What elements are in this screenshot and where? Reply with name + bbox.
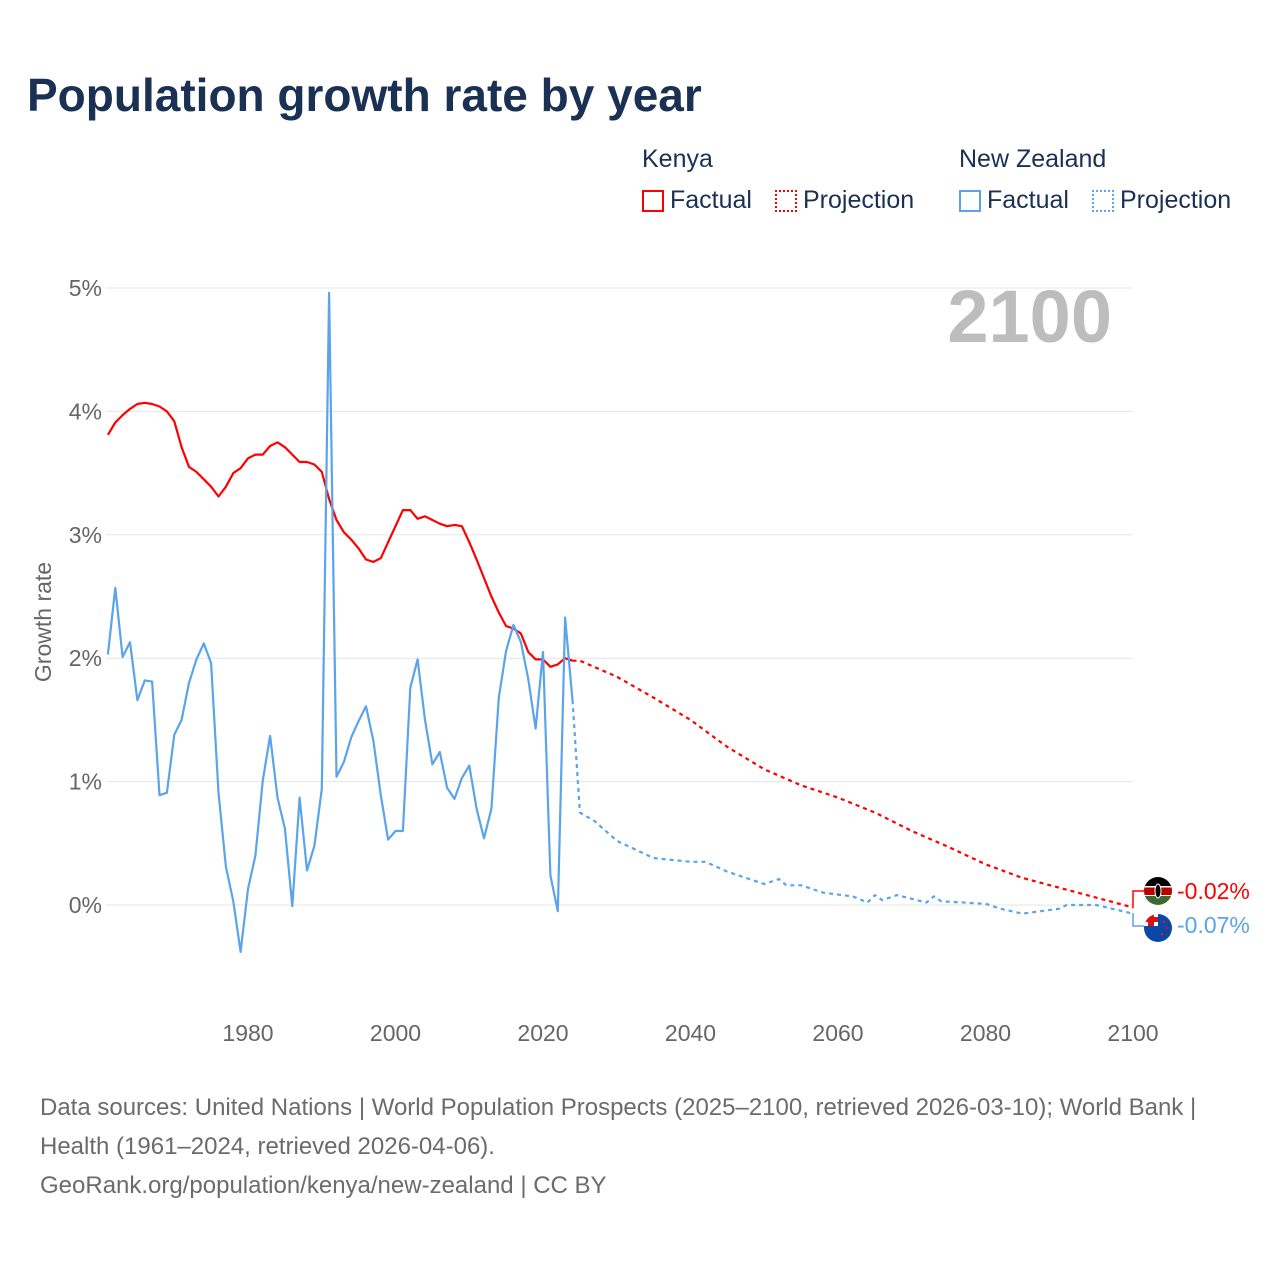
legend-nz-factual[interactable]: Factual xyxy=(959,186,1069,215)
end-markers: -0.02% -0.07% xyxy=(1132,877,1250,942)
data-sources: Data sources: United Nations | World Pop… xyxy=(40,1094,1197,1160)
legend-label: Projection xyxy=(803,186,915,214)
y-tick-label: 0% xyxy=(69,892,102,918)
legend-kenya-factual[interactable]: Factual xyxy=(642,186,752,215)
dotted-swatch-icon xyxy=(1092,189,1114,212)
legend-label: Factual xyxy=(987,186,1069,214)
legend-label: Factual xyxy=(670,186,752,214)
y-tick-label: 1% xyxy=(69,769,102,795)
kenya-flag-icon xyxy=(1144,877,1172,905)
nz-connector xyxy=(1132,913,1144,927)
x-tick-label: 1980 xyxy=(222,1020,273,1046)
x-tick-label: 2080 xyxy=(960,1020,1011,1046)
solid-swatch-icon xyxy=(642,189,664,212)
series-line-new-zealand-projection xyxy=(571,700,1134,915)
attribution-link[interactable]: GeoRank.org/population/kenya/new-zealand… xyxy=(40,1172,607,1199)
y-axis-label: Growth rate xyxy=(30,562,56,682)
dotted-swatch-icon xyxy=(775,189,797,212)
y-tick-label: 4% xyxy=(69,398,102,424)
series-line-new-zealand-factual xyxy=(106,291,574,954)
new-zealand-flag-icon xyxy=(1144,914,1172,942)
x-tick-label: 2000 xyxy=(370,1020,421,1046)
kenya-connector xyxy=(1132,890,1144,908)
y-tick-label: 5% xyxy=(69,275,102,301)
series-line-kenya-projection xyxy=(572,659,1134,909)
solid-swatch-icon xyxy=(959,189,981,212)
chart: 0% 1% 2% 3% 4% 5% 1980 2000 2020 2040 2060 2080 210… xyxy=(30,275,1250,1046)
footer: Data sources: United Nations | World Pop… xyxy=(40,1088,1240,1205)
series-line-kenya-factual xyxy=(106,401,573,668)
y-tick-label: 3% xyxy=(69,522,102,548)
legend-group-new-zealand: New Zealand xyxy=(959,145,1107,173)
x-tick-label: 2100 xyxy=(1107,1020,1158,1046)
y-tick-label: 2% xyxy=(69,645,102,671)
x-tick-label: 2020 xyxy=(517,1020,568,1046)
year-badge: 2100 xyxy=(947,275,1112,358)
page-title: Population growth rate by year xyxy=(27,69,702,121)
legend-group-kenya: Kenya xyxy=(642,145,713,173)
nz-end-label: -0.07% xyxy=(1177,912,1250,938)
kenya-end-label: -0.02% xyxy=(1177,878,1250,904)
x-tick-label: 2040 xyxy=(665,1020,716,1046)
legend-kenya-projection[interactable]: Projection xyxy=(775,186,914,215)
legend-nz-projection[interactable]: Projection xyxy=(1092,186,1231,215)
x-tick-label: 2060 xyxy=(812,1020,863,1046)
legend-label: Projection xyxy=(1120,186,1232,214)
